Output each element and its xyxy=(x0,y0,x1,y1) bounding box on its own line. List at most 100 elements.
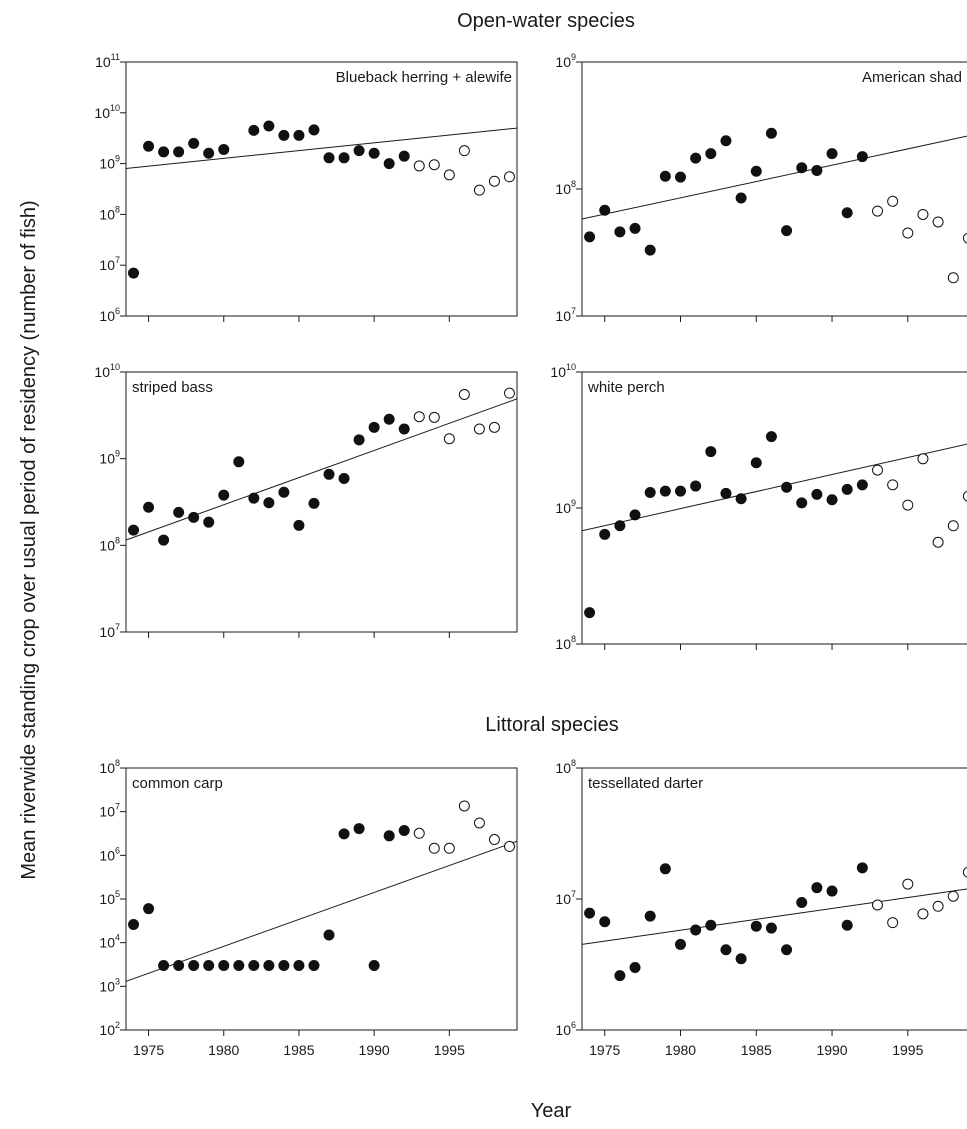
heading-open-water: Open-water species xyxy=(457,10,635,32)
filled-point xyxy=(841,919,853,931)
filled-point xyxy=(811,488,823,500)
y-tick-label: 109 xyxy=(555,52,576,70)
filled-point xyxy=(675,171,686,183)
filled-point xyxy=(248,124,260,136)
y-tick-label: 108 xyxy=(555,179,576,197)
filled-point xyxy=(735,953,747,965)
open-point xyxy=(473,817,485,829)
filled-point xyxy=(248,959,260,971)
plot-marks xyxy=(126,800,517,982)
filled-point xyxy=(233,959,245,971)
filled-point xyxy=(826,885,838,897)
panel-tessellated-darter: 106 107 108 1975 1980 1985 1990 1995 tessellated… xyxy=(555,758,967,1058)
open-point xyxy=(887,479,899,491)
filled-point xyxy=(398,825,410,837)
open-point xyxy=(428,159,440,171)
y-tick-label: 109 xyxy=(555,498,576,516)
panel-label-blueback-herring-alewife: Blueback herring + alewife xyxy=(336,69,512,86)
panel-label-american-shad: American shad xyxy=(862,69,962,86)
y-tick-label: 106 xyxy=(99,306,120,324)
trend-line xyxy=(582,135,967,220)
open-point xyxy=(917,208,929,220)
y-tick-label: 108 xyxy=(99,204,120,222)
filled-point xyxy=(614,970,626,982)
x-tick-label: 1990 xyxy=(816,1042,847,1058)
filled-point xyxy=(263,959,275,971)
open-point xyxy=(428,411,440,423)
filled-point xyxy=(599,916,611,928)
open-point xyxy=(932,216,944,228)
filled-point xyxy=(765,431,777,443)
filled-point xyxy=(856,479,868,491)
filled-point xyxy=(781,944,793,956)
filled-point xyxy=(720,135,732,147)
y-tick-label: 107 xyxy=(99,802,120,820)
filled-point xyxy=(659,863,671,875)
filled-point xyxy=(338,152,350,164)
plot-frame xyxy=(581,767,967,1031)
x-tick-label: 1995 xyxy=(892,1042,923,1058)
filled-point xyxy=(188,959,200,971)
filled-point xyxy=(218,489,230,501)
filled-point xyxy=(383,413,395,425)
panels: 106 107 108 109 1010 1011 Blueback herring + a… xyxy=(94,52,967,1058)
filled-point xyxy=(308,124,320,136)
filled-point xyxy=(293,959,305,971)
filled-point xyxy=(218,143,230,155)
open-point xyxy=(488,834,500,846)
filled-point xyxy=(599,204,611,216)
filled-point xyxy=(644,244,656,256)
filled-point xyxy=(323,152,335,164)
open-point xyxy=(902,878,914,890)
filled-point xyxy=(796,162,808,174)
filled-point xyxy=(675,938,686,950)
y-axis-title: Mean riverwide standing crop over usual … xyxy=(18,200,40,879)
plot-marks xyxy=(582,431,967,619)
open-point xyxy=(458,145,470,157)
filled-point xyxy=(720,944,732,956)
filled-point xyxy=(826,494,838,506)
open-point xyxy=(917,908,929,920)
open-point xyxy=(947,272,959,284)
open-point xyxy=(473,184,485,196)
open-point xyxy=(503,840,515,852)
y-tick-label: 109 xyxy=(99,449,120,467)
filled-point xyxy=(173,506,185,518)
y-tick-label: 105 xyxy=(99,889,120,907)
filled-point xyxy=(629,222,641,234)
filled-point xyxy=(173,146,185,158)
x-tick-label: 1985 xyxy=(283,1042,314,1058)
x-tick-label: 1995 xyxy=(434,1042,465,1058)
filled-point xyxy=(308,497,320,509)
filled-point xyxy=(735,192,747,204)
filled-point xyxy=(158,146,170,158)
filled-point xyxy=(293,129,305,141)
panel-label-striped-bass: striped bass xyxy=(132,379,213,396)
open-point xyxy=(503,387,515,399)
y-tick-label: 107 xyxy=(555,306,576,324)
y-tick-label: 109 xyxy=(99,154,120,172)
filled-point xyxy=(690,924,702,936)
filled-point xyxy=(584,907,596,919)
filled-point xyxy=(765,922,777,934)
open-point xyxy=(962,232,967,244)
open-point xyxy=(488,175,500,187)
filled-point xyxy=(841,207,853,219)
filled-point xyxy=(248,492,260,504)
y-tick-label: 106 xyxy=(99,845,120,863)
open-point xyxy=(932,536,944,548)
filled-point xyxy=(203,147,215,159)
filled-point xyxy=(398,423,410,435)
filled-point xyxy=(368,959,380,971)
open-point xyxy=(443,169,455,181)
filled-point xyxy=(690,480,702,492)
filled-point xyxy=(203,516,215,528)
open-point xyxy=(413,411,425,423)
y-tick-label: 106 xyxy=(555,1020,576,1038)
y-tick-label: 108 xyxy=(555,634,576,652)
panel-striped-bass: 107 108 109 1010 striped bass xyxy=(94,362,518,640)
filled-point xyxy=(188,511,200,523)
plot-frame xyxy=(581,61,967,317)
filled-point xyxy=(705,446,717,458)
